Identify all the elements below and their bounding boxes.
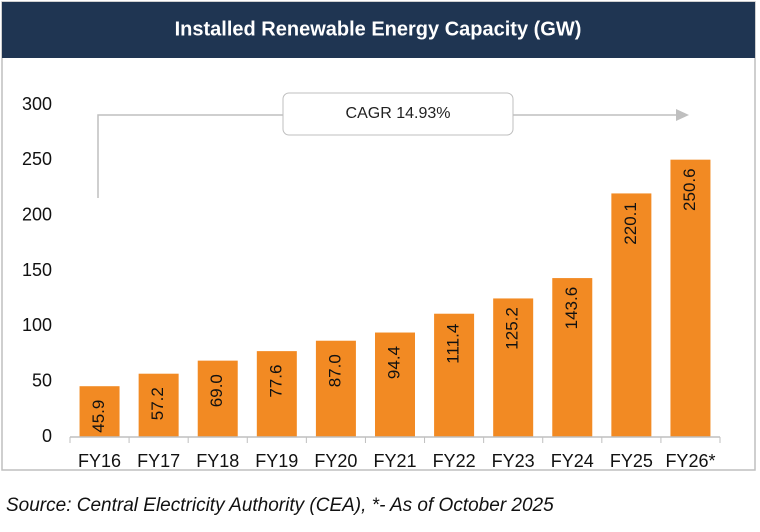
- bar: [434, 313, 475, 437]
- value-label: 125.2: [503, 307, 522, 350]
- value-label: 94.4: [384, 346, 403, 379]
- bar: [256, 351, 297, 437]
- bar: [670, 159, 711, 438]
- value-label: 87.0: [325, 354, 344, 387]
- value-label: 250.6: [680, 168, 699, 211]
- x-tick-label: FY25: [610, 451, 653, 471]
- x-tick-label: FY16: [78, 451, 121, 471]
- bar: [493, 298, 534, 437]
- x-tick-label: FY21: [373, 451, 416, 471]
- y-tick-label: 0: [42, 426, 52, 446]
- bar: [197, 360, 238, 437]
- bar: [611, 193, 652, 437]
- arrow-head: [676, 109, 689, 121]
- y-tick-label: 50: [32, 370, 52, 390]
- annotation: CAGR 14.93%: [346, 105, 451, 122]
- x-tick-label: FY24: [551, 451, 594, 471]
- bar: [315, 340, 356, 437]
- chart-title: Installed Renewable Energy Capacity (GW): [175, 18, 582, 40]
- bar: [79, 386, 120, 437]
- title-bar: [2, 2, 755, 58]
- value-label: 69.0: [207, 374, 226, 407]
- x-tick-label: FY20: [314, 451, 357, 471]
- x-tick-label: FY17: [137, 451, 180, 471]
- x-tick-label: FY26*: [665, 451, 715, 471]
- bar: [138, 373, 179, 437]
- y-tick-label: 250: [22, 149, 52, 169]
- x-tick-label: FY18: [196, 451, 239, 471]
- bar: [552, 278, 593, 437]
- value-label: 220.1: [621, 202, 640, 245]
- source-note: Source: Central Electricity Authority (C…: [6, 495, 554, 516]
- value-label: 77.6: [266, 365, 285, 398]
- y-tick-label: 300: [22, 94, 52, 114]
- bar: [375, 332, 415, 437]
- x-tick-label: FY22: [433, 451, 476, 471]
- value-label: 143.6: [562, 287, 581, 330]
- value-label: 57.2: [148, 387, 167, 420]
- value-label: 45.9: [89, 400, 108, 433]
- y-tick-label: 100: [22, 315, 52, 335]
- x-tick-label: FY23: [492, 451, 535, 471]
- x-tick-label: FY19: [255, 451, 298, 471]
- value-label: 111.4: [444, 324, 463, 364]
- y-tick-label: 150: [22, 260, 52, 280]
- y-tick-label: 200: [22, 204, 52, 224]
- annotation-box: [282, 92, 514, 136]
